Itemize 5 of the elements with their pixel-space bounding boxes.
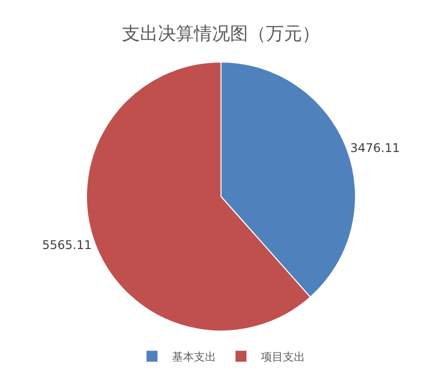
chart-title: 支出决算情况图（万元） — [122, 23, 320, 44]
data-label: 5565.11 — [42, 238, 92, 252]
legend-label: 基本支出 — [172, 350, 216, 364]
legend-label: 项目支出 — [261, 350, 305, 364]
data-label: 3476.11 — [350, 140, 400, 155]
